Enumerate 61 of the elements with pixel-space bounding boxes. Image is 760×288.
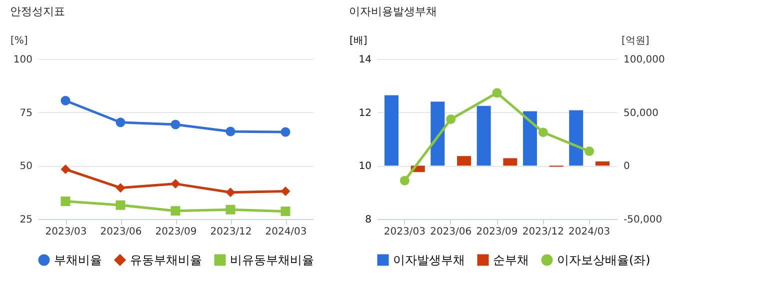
y-tick-label: 50	[20, 161, 32, 172]
point	[170, 120, 180, 130]
bar	[522, 111, 537, 166]
x-tick-label: 2024/03	[265, 226, 307, 238]
x-tick-label: 2023/06	[430, 226, 472, 238]
x-tick-label: 2023/03	[45, 226, 87, 238]
x-tick-label: 2023/12	[522, 226, 564, 238]
point	[492, 88, 502, 98]
y-tick-label: 8	[365, 214, 372, 226]
bar	[457, 156, 472, 166]
x-tick-label: 2023/12	[210, 226, 252, 238]
point	[116, 200, 126, 210]
y-tick-label: 25	[20, 214, 32, 226]
y-tick-label: 10	[358, 161, 372, 172]
point	[170, 179, 180, 189]
point	[116, 118, 126, 128]
y2-axis-title: [억원]	[622, 36, 650, 46]
point	[60, 196, 70, 206]
y-tick-label: 12	[358, 108, 372, 119]
y-axis-title: [%]	[10, 36, 28, 46]
legend-label: 이자보상배율(좌)	[557, 253, 650, 267]
point	[280, 186, 290, 196]
point	[60, 96, 70, 106]
y-tick-label: 100	[13, 54, 32, 66]
chart-title: 이자비용발생부채	[349, 5, 437, 18]
legend-label: 비유동부채비율	[230, 253, 314, 267]
point	[226, 188, 236, 198]
bar	[430, 102, 445, 166]
bar	[569, 110, 584, 166]
point	[60, 164, 70, 174]
legend-label: 이자발생부채	[393, 253, 465, 267]
point	[400, 176, 410, 186]
bar	[384, 95, 399, 166]
point	[538, 128, 548, 138]
legend-label: 유동부채비율	[130, 253, 202, 267]
x-tick-label: 2023/03	[384, 226, 426, 238]
y2-tick-label: 50,000	[624, 108, 658, 119]
x-tick-label: 2023/09	[476, 226, 518, 238]
legend-label: 순부채	[493, 253, 529, 267]
y-tick-label: 14	[358, 54, 372, 66]
x-tick-label: 2023/06	[100, 226, 142, 238]
point	[170, 206, 180, 216]
point	[280, 206, 290, 216]
point	[446, 114, 456, 124]
y-tick-label: 75	[20, 108, 32, 119]
chart-title: 안정성지표	[10, 5, 65, 18]
point	[226, 204, 236, 214]
y2-tick-label: 100,000	[624, 54, 665, 66]
legend-label: 부채비율	[54, 253, 102, 267]
bar	[503, 158, 518, 166]
y2-tick-label: -50,000	[624, 214, 662, 226]
y-axis-title: [배]	[350, 36, 368, 46]
bar	[476, 106, 491, 166]
point	[226, 126, 236, 136]
point	[280, 127, 290, 137]
point	[584, 146, 594, 156]
x-tick-label: 2024/03	[568, 226, 610, 238]
bar	[595, 161, 610, 166]
y2-tick-label: 0	[624, 161, 630, 172]
point	[116, 183, 126, 193]
x-tick-label: 2023/09	[155, 226, 197, 238]
